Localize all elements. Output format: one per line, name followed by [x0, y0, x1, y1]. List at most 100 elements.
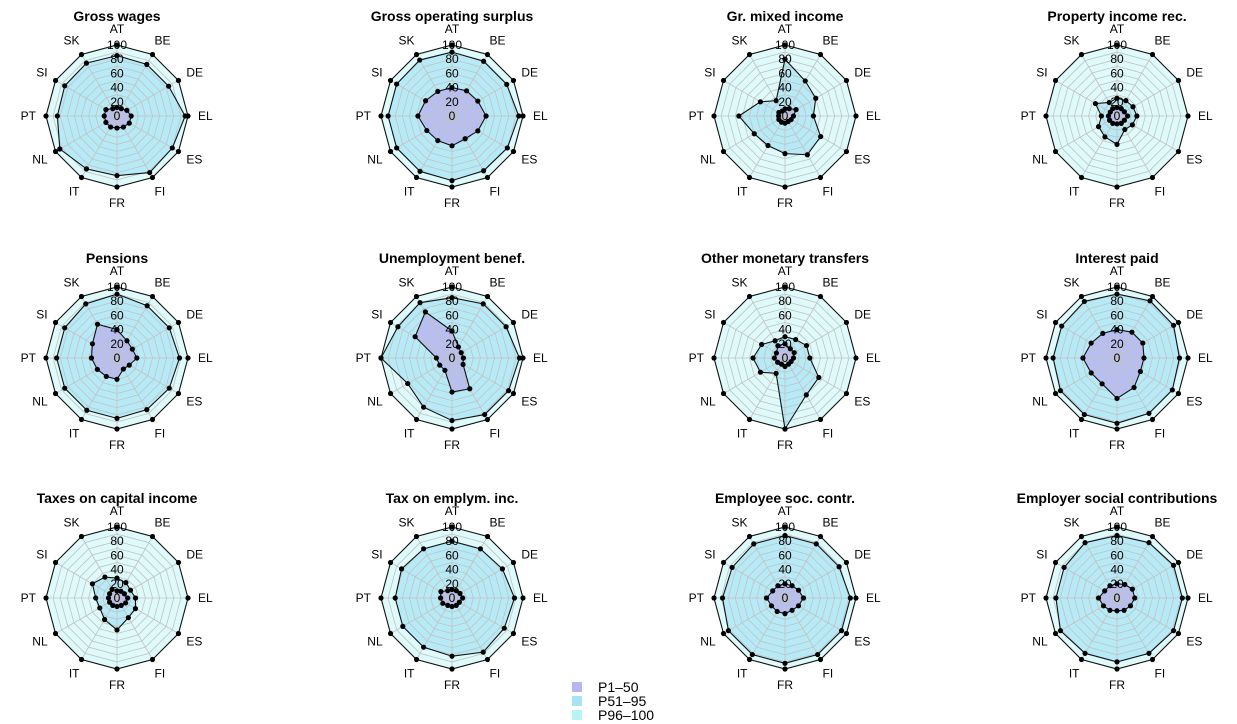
data-point — [43, 113, 49, 119]
data-point — [449, 49, 455, 55]
axis-label: SI — [1036, 308, 1047, 322]
axis-label: DE — [521, 66, 538, 80]
data-point — [816, 374, 822, 381]
data-point — [1175, 390, 1182, 397]
data-point — [772, 338, 778, 344]
axis-label: EL — [866, 109, 881, 123]
axis-label: DE — [854, 548, 871, 562]
data-point — [97, 605, 103, 611]
data-point — [795, 603, 802, 609]
data-point — [83, 166, 90, 172]
legend-label: P51–95 — [598, 693, 646, 709]
data-point — [711, 113, 717, 119]
data-point — [1185, 113, 1191, 119]
data-point — [94, 321, 101, 327]
data-point — [516, 355, 523, 361]
data-point — [736, 113, 742, 119]
axis-label: FI — [490, 184, 501, 198]
data-point — [120, 124, 126, 130]
series-area — [415, 311, 470, 393]
axis-label: SK — [63, 516, 79, 530]
data-point — [449, 284, 455, 290]
data-point — [124, 107, 130, 113]
data-point — [93, 595, 99, 601]
data-point — [499, 566, 506, 572]
data-point — [52, 559, 59, 566]
grid-spoke — [390, 322, 453, 359]
data-point — [114, 415, 120, 421]
data-point — [449, 666, 455, 672]
data-point — [1107, 583, 1113, 589]
data-point — [836, 564, 842, 570]
data-point — [62, 385, 68, 391]
grid-spoke — [451, 80, 514, 117]
data-point — [52, 77, 59, 84]
data-point — [1149, 656, 1156, 663]
data-point — [1107, 607, 1113, 613]
data-point — [463, 88, 470, 94]
data-point — [782, 42, 788, 48]
data-point — [782, 341, 788, 347]
data-point — [1099, 381, 1105, 387]
data-point — [103, 373, 109, 380]
data-point — [114, 588, 120, 594]
axis-label: SI — [371, 548, 382, 562]
data-point — [1129, 329, 1135, 335]
data-point — [422, 98, 429, 104]
data-point — [853, 355, 859, 361]
grid-spoke — [784, 357, 821, 420]
data-point — [88, 355, 95, 361]
data-point — [789, 583, 795, 589]
data-point — [757, 369, 764, 375]
data-point — [505, 388, 512, 394]
data-point — [817, 533, 824, 540]
axis-label: AT — [1110, 504, 1125, 518]
data-point — [132, 595, 139, 601]
axis-label: PT — [356, 109, 372, 123]
axis-label: EL — [1198, 351, 1213, 365]
data-point — [480, 58, 487, 64]
data-point — [773, 350, 779, 356]
axis-label: AT — [778, 264, 793, 278]
data-point — [114, 284, 120, 290]
axis-label: SK — [1063, 276, 1079, 290]
radial-tick-label: 0 — [114, 591, 121, 605]
axis-label: SI — [36, 548, 47, 562]
radial-tick-label: 0 — [782, 351, 789, 365]
data-point — [185, 355, 191, 361]
grid-spoke — [1116, 296, 1153, 359]
data-point — [1078, 293, 1085, 300]
data-point — [795, 587, 802, 593]
data-point — [387, 390, 394, 397]
data-point — [720, 390, 727, 397]
data-point — [815, 651, 821, 658]
data-point — [1122, 126, 1128, 133]
axis-label: IT — [404, 666, 415, 680]
data-point — [484, 533, 491, 540]
data-point — [510, 559, 517, 566]
data-point — [782, 611, 788, 617]
axis-label: FI — [823, 666, 834, 680]
data-point — [782, 581, 788, 587]
data-point — [1118, 120, 1124, 126]
axis-label: ES — [186, 635, 202, 649]
axis-label: BE — [490, 34, 506, 48]
data-point — [1185, 595, 1191, 601]
data-point — [720, 559, 727, 566]
radial-tick-label: 60 — [110, 308, 124, 322]
data-point — [775, 359, 781, 365]
data-point — [440, 600, 446, 606]
radial-tick-label: 0 — [1114, 591, 1121, 605]
axis-label: ES — [186, 153, 202, 167]
data-point — [114, 125, 120, 131]
radial-tick-label: 40 — [445, 323, 459, 337]
data-point — [1078, 174, 1085, 181]
data-point — [746, 416, 753, 423]
data-point — [449, 586, 455, 593]
axis-label: FR — [1109, 196, 1125, 210]
data-point — [719, 595, 726, 601]
radial-tick-label: 40 — [445, 563, 459, 577]
